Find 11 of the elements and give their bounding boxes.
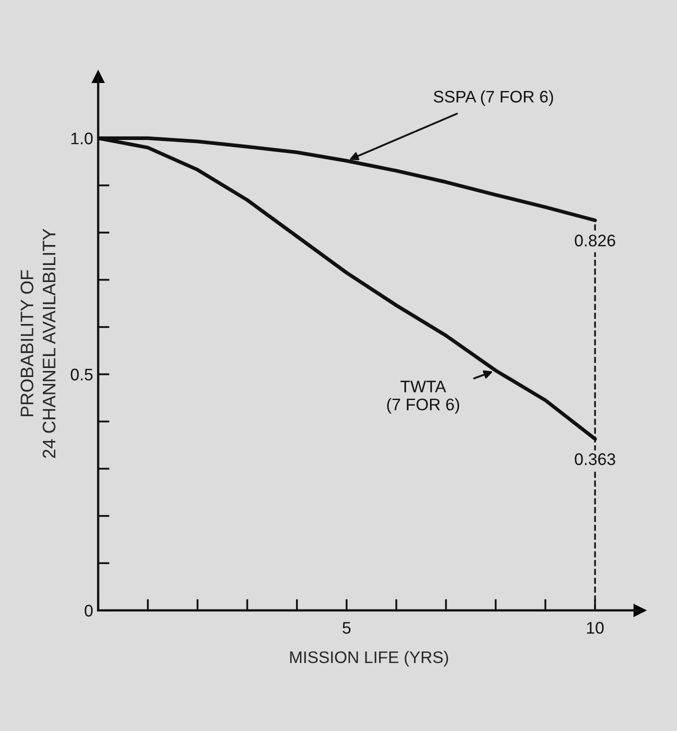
x-tick-label: 5 [342, 622, 351, 634]
x-axis-title: MISSION LIFE (YRS) [290, 650, 448, 666]
data-label: 0.826 [574, 234, 616, 246]
text: SSPA (7 FOR 6) [434, 90, 554, 106]
data-label: 0.363 [574, 453, 616, 466]
y-axis-title: PROBABILITY OF 24 CHANNEL AVAILABILITY [20, 228, 56, 458]
y-tick-label: 1.0 [71, 132, 93, 144]
y-tick-label: 0.5 [70, 368, 93, 380]
x-tick-label: 10 [587, 622, 604, 634]
y-tick-label: 0 [84, 604, 93, 617]
series-label: TWTA (7 FOR 6) [387, 380, 460, 414]
